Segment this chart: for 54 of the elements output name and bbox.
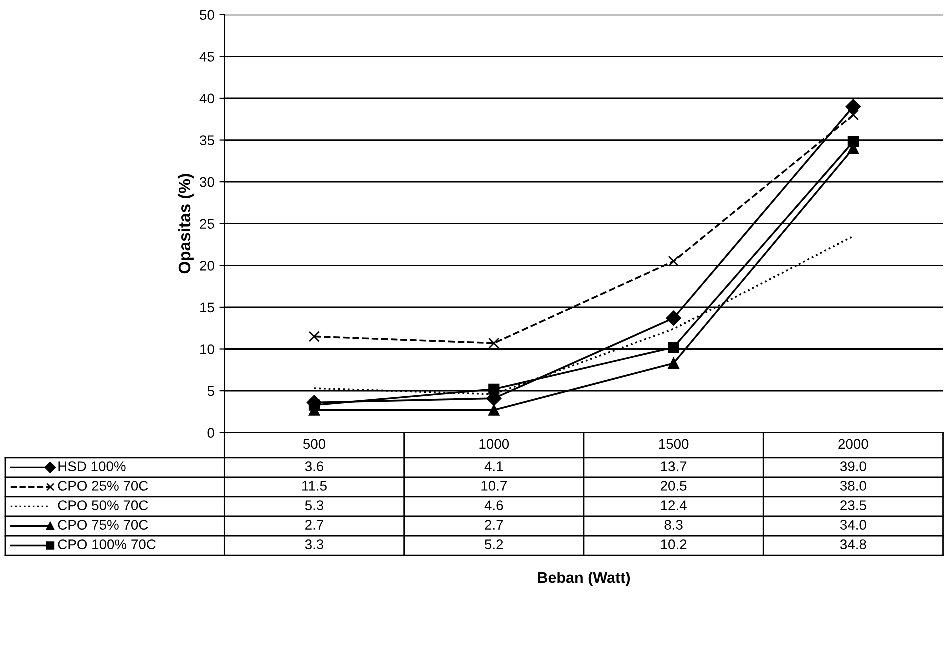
y-tick-label: 0 <box>208 428 214 438</box>
point <box>488 384 500 395</box>
data-label: 34.0 <box>840 520 866 530</box>
point <box>668 256 680 268</box>
legend-label: CPO 75% 70C <box>58 520 148 530</box>
data-label: 8.3 <box>664 520 683 530</box>
y-tick-label: 20 <box>200 260 214 271</box>
data-label: 3.6 <box>305 462 324 472</box>
y-tick-label: 5 <box>208 386 214 396</box>
point <box>848 110 859 121</box>
data-label: 34.8 <box>840 540 866 550</box>
legend-label: CPO 50% 70C <box>58 500 148 510</box>
point <box>846 99 862 114</box>
data-label: 23.5 <box>840 500 866 510</box>
y-tick-label: 15 <box>200 302 214 313</box>
y-tick-label: 35 <box>200 136 214 146</box>
data-label: 39.0 <box>840 462 866 472</box>
x-tick-label: 1500 <box>659 439 689 450</box>
legend-label: CPO 100% 70C <box>58 540 156 550</box>
data-label: 11.5 <box>302 481 327 491</box>
y-axis-title: Opasitas (%) <box>178 174 194 274</box>
point <box>308 400 320 411</box>
y-tick-label: 10 <box>200 344 214 354</box>
point <box>668 342 680 354</box>
data-label: 38.0 <box>840 481 866 491</box>
x-tick-label: 500 <box>303 439 326 450</box>
data-label: 3.3 <box>305 540 324 550</box>
x-tick-label: 2000 <box>838 439 868 450</box>
point <box>488 404 500 416</box>
y-tick-label: 40 <box>200 94 214 104</box>
legend-label: HSD 100% <box>58 462 126 472</box>
data-label: 4.6 <box>484 500 504 510</box>
point <box>308 331 320 342</box>
point <box>666 310 682 326</box>
text: Beban (Watt) <box>538 572 630 586</box>
y-tick-label: 25 <box>200 219 214 230</box>
data-label: 2.7 <box>306 520 324 530</box>
data-label: 12.4 <box>661 500 687 510</box>
y-tick-label: 45 <box>200 52 214 62</box>
point <box>488 338 500 349</box>
data-label: 10.7 <box>482 481 507 491</box>
data-label: 2.7 <box>485 520 504 530</box>
legend-label: CPO 25% 70C <box>58 481 148 491</box>
x-tick-label: 1000 <box>480 439 510 450</box>
data-label: 4.1 <box>484 462 504 472</box>
data-label: 20.5 <box>660 481 687 491</box>
y-tick-label: 30 <box>200 177 214 188</box>
data-label: 10.2 <box>661 540 687 550</box>
y-tick-label: 50 <box>200 10 214 20</box>
point <box>848 136 859 148</box>
data-label: 5.3 <box>305 500 324 510</box>
point <box>668 358 680 370</box>
data-label: 13.7 <box>661 462 687 472</box>
data-label: 5.2 <box>485 540 504 550</box>
